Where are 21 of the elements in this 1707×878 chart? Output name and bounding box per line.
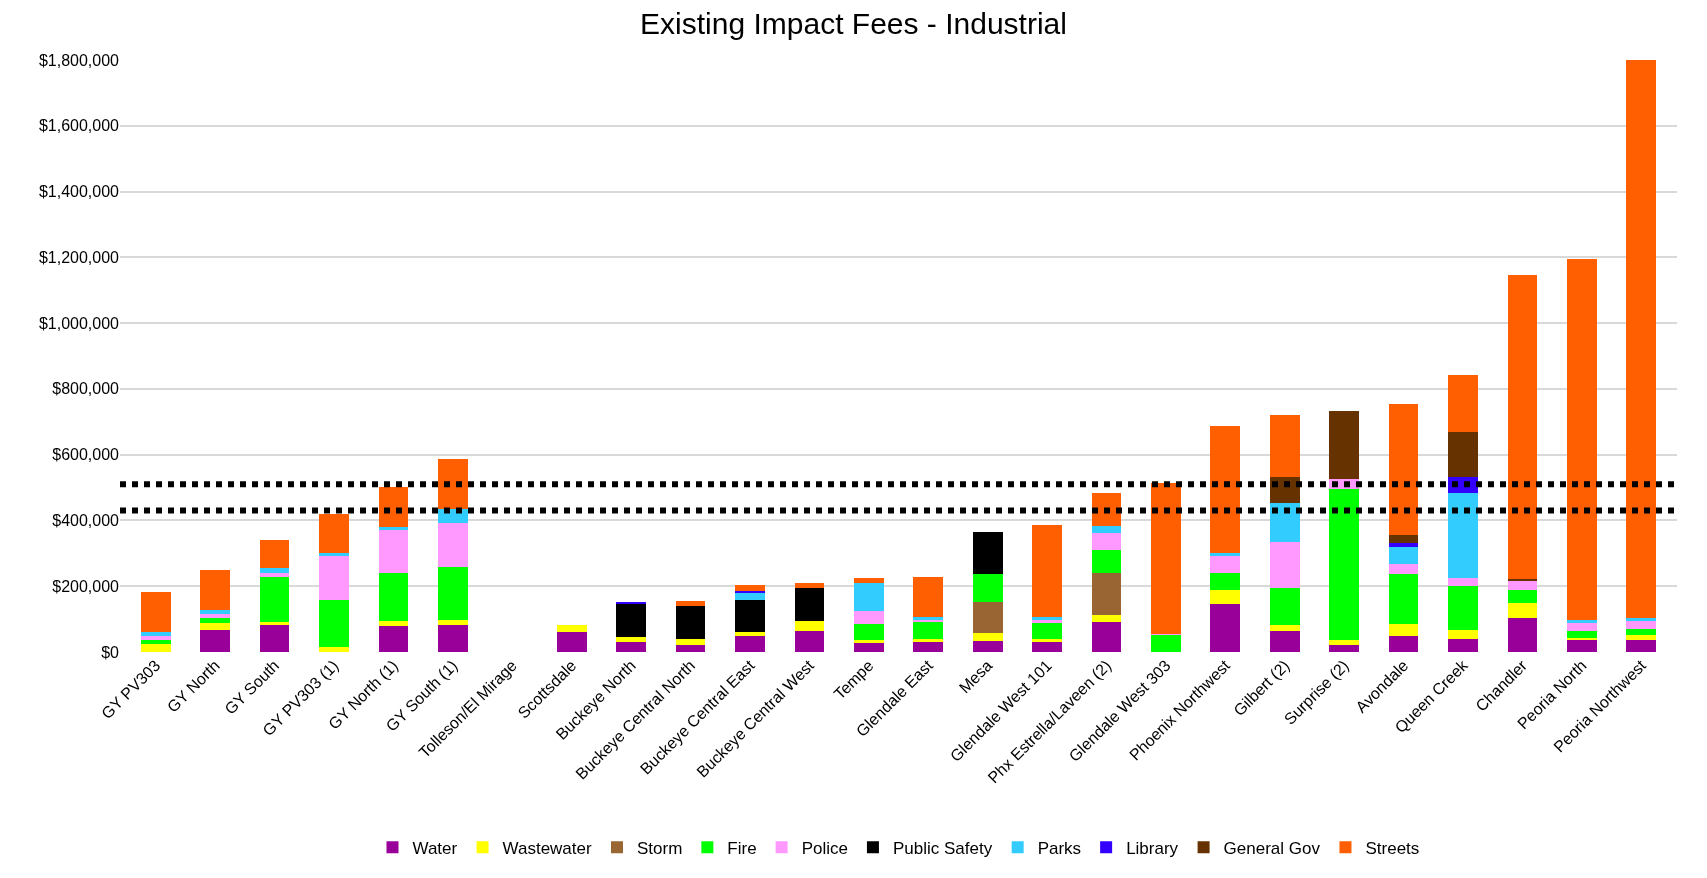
y-tick-label: $0 [101,643,120,661]
legend-label: Storm [637,838,683,858]
y-tick-label: $1,000,000 [38,314,120,332]
legend-label: Wastewater [502,838,592,858]
y-tick-label: $1,600,000 [38,117,120,135]
y-tick-label: $600,000 [52,446,120,464]
y-tick-label: $1,800,000 [38,51,120,69]
legend-label: Water [412,838,458,858]
legend-label: General Gov [1223,838,1321,858]
legend-label: Fire [727,838,757,858]
legend-label: Parks [1037,838,1082,858]
y-tick-label: $200,000 [52,577,120,595]
legend-label: Police [801,838,848,858]
legend-label: Library [1126,838,1179,858]
y-tick-label: $400,000 [52,512,120,530]
y-tick-label: $1,200,000 [38,248,120,266]
chart-title: Existing Impact Fees - Industrial [640,7,1067,41]
legend-label: Public Safety [892,838,993,858]
y-tick-label: $800,000 [52,380,120,398]
legend-label: Streets [1365,838,1420,858]
y-tick-label: $1,400,000 [38,183,120,201]
